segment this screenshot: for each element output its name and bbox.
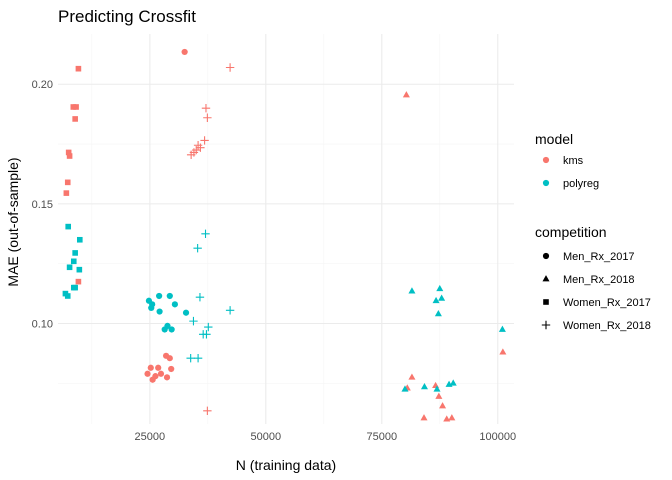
data-point-polyreg-women-rx-2017 [72, 250, 78, 256]
legend-key-men-rx-2017 [542, 252, 550, 260]
grid [58, 34, 514, 424]
y-tick-label: 0.15 [32, 199, 53, 211]
legend-label-women-rx-2017: Women_Rx_2017 [563, 297, 651, 309]
data-point-polyreg-men-rx-2018 [420, 383, 428, 390]
y-tick-labels: 0.10 0.15 0.20 [32, 79, 53, 330]
data-point-kms-men-rx-2017 [149, 376, 156, 383]
data-point-polyreg-men-rx-2017 [164, 322, 171, 330]
legend-competition: competition Men_Rx_2017 Men_Rx_2018 Women_… [535, 224, 651, 332]
data-point-kms-women-rx-2018 [203, 406, 212, 416]
legend-label-polyreg: polyreg [563, 178, 599, 190]
legend-key-women-rx-2018 [541, 320, 551, 330]
data-point-kms-men-rx-2017 [166, 355, 173, 362]
data-point-kms-men-rx-2018 [448, 414, 456, 421]
data-point-polyreg-women-rx-2017 [64, 293, 71, 299]
data-point-polyreg-women-rx-2018 [202, 330, 211, 339]
legend-key-men-rx-2018 [542, 275, 550, 282]
data-point-kms-men-rx-2017 [155, 364, 162, 371]
y-axis-title: MAE (out-of-sample) [5, 157, 21, 286]
data-point-kms-women-rx-2017 [73, 104, 79, 110]
data-point-polyreg-women-rx-2017 [72, 284, 78, 291]
data-point-polyreg-women-rx-2017 [70, 258, 77, 265]
data-point-kms-men-rx-2017 [147, 364, 154, 371]
data-point-polyreg-men-rx-2018 [436, 284, 444, 292]
chart-title: Predicting Crossfit [58, 7, 196, 26]
data-point-polyreg-men-rx-2017 [148, 304, 155, 312]
data-point-kms-men-rx-2018 [439, 402, 447, 409]
data-point-polyreg-women-rx-2018 [204, 322, 213, 332]
data-point-kms-men-rx-2018 [408, 373, 416, 380]
data-point-polyreg-men-rx-2018 [401, 385, 409, 392]
data-point-polyreg-men-rx-2018 [408, 287, 416, 294]
data-point-polyreg-men-rx-2018 [432, 296, 440, 304]
data-point-polyreg-women-rx-2018 [189, 316, 198, 326]
data-point-polyreg-men-rx-2017 [156, 308, 163, 315]
x-tick-labels: 25000 50000 75000 100000 [135, 431, 517, 443]
legend-label-men-rx-2018: Men_Rx_2018 [563, 274, 635, 286]
data-point-kms-women-rx-2017 [65, 149, 72, 156]
data-points [62, 48, 507, 422]
data-point-kms-women-rx-2017 [66, 153, 73, 159]
data-point-kms-women-rx-2017 [75, 278, 82, 285]
legend-key-polyreg [542, 179, 550, 187]
x-axis-title: N (training data) [236, 457, 336, 473]
data-point-polyreg-men-rx-2017 [156, 292, 163, 300]
legend-label-women-rx-2018: Women_Rx_2018 [563, 320, 651, 332]
y-tick-label: 0.10 [32, 319, 53, 331]
data-point-polyreg-women-rx-2018 [201, 229, 210, 238]
data-point-polyreg-women-rx-2017 [66, 264, 73, 271]
data-point-kms-women-rx-2017 [64, 179, 71, 186]
data-point-kms-men-rx-2018 [443, 415, 451, 422]
x-tick-label: 50000 [251, 431, 282, 443]
data-point-polyreg-women-rx-2017 [65, 223, 72, 230]
data-point-kms-men-rx-2018 [499, 348, 507, 355]
data-point-polyreg-men-rx-2017 [171, 301, 178, 308]
data-point-kms-women-rx-2017 [75, 65, 82, 72]
data-point-polyreg-men-rx-2018 [433, 385, 441, 392]
legend-key-women-rx-2017 [543, 299, 549, 305]
data-point-kms-men-rx-2018 [435, 392, 443, 399]
data-point-polyreg-women-rx-2018 [195, 292, 205, 302]
data-point-polyreg-men-rx-2018 [434, 310, 442, 317]
data-point-kms-men-rx-2017 [181, 48, 188, 56]
data-point-kms-women-rx-2018 [200, 136, 209, 145]
data-point-polyreg-men-rx-2018 [438, 294, 446, 301]
legend-label-kms: kms [563, 155, 584, 167]
data-point-kms-women-rx-2017 [63, 190, 70, 196]
legend-label-men-rx-2017: Men_Rx_2017 [563, 251, 635, 263]
data-point-kms-men-rx-2017 [163, 374, 171, 381]
data-point-kms-men-rx-2017 [157, 370, 165, 377]
legend-key-kms [542, 156, 550, 164]
data-point-polyreg-women-rx-2018 [225, 306, 235, 315]
data-point-polyreg-women-rx-2018 [193, 354, 203, 363]
data-point-polyreg-women-rx-2017 [77, 236, 83, 243]
data-point-kms-women-rx-2018 [201, 103, 211, 113]
data-point-polyreg-men-rx-2017 [182, 309, 190, 316]
data-point-kms-men-rx-2017 [144, 370, 151, 377]
data-point-polyreg-men-rx-2018 [498, 325, 506, 332]
data-point-kms-women-rx-2018 [225, 63, 235, 72]
data-point-polyreg-women-rx-2018 [193, 243, 202, 253]
data-point-polyreg-men-rx-2017 [168, 326, 175, 333]
data-point-kms-men-rx-2018 [402, 91, 410, 98]
x-tick-label: 25000 [135, 431, 166, 443]
legend-model: model kms polyreg [535, 131, 599, 190]
data-point-kms-women-rx-2018 [186, 150, 196, 160]
x-tick-label: 75000 [366, 431, 397, 443]
data-point-kms-women-rx-2018 [203, 113, 212, 122]
x-tick-label: 100000 [479, 431, 516, 443]
data-point-polyreg-men-rx-2018 [449, 379, 457, 386]
data-point-polyreg-men-rx-2017 [166, 292, 173, 300]
data-point-kms-women-rx-2017 [72, 116, 78, 122]
data-point-kms-men-rx-2017 [168, 365, 175, 373]
y-tick-label: 0.20 [32, 79, 53, 91]
data-point-kms-men-rx-2018 [420, 414, 428, 421]
legend-model-title: model [535, 131, 573, 147]
data-point-polyreg-women-rx-2017 [76, 266, 83, 273]
data-point-polyreg-women-rx-2018 [186, 354, 195, 363]
legend-competition-title: competition [535, 224, 607, 240]
